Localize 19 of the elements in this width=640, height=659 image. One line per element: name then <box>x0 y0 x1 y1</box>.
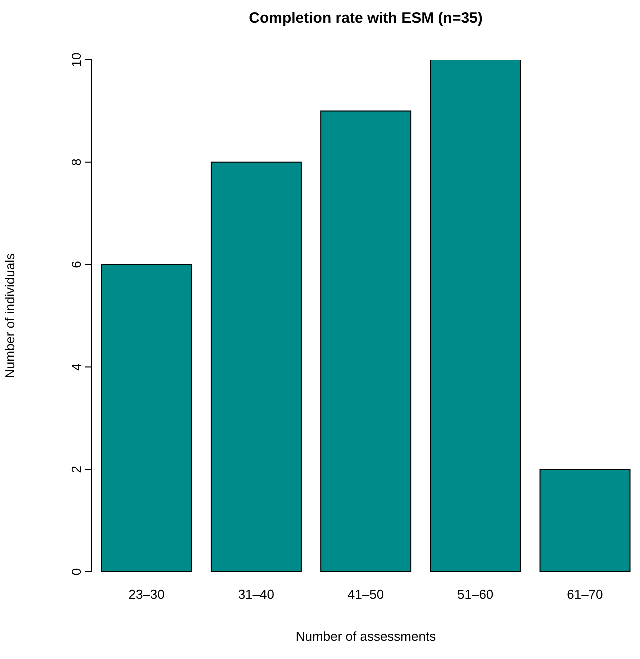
x-tick-label: 61–70 <box>567 587 604 602</box>
y-tick-label: 2 <box>69 466 84 474</box>
x-tick-label: 51–60 <box>458 587 494 602</box>
x-axis-title: Number of assessments <box>296 629 437 644</box>
y-tick-label: 8 <box>69 158 84 166</box>
bar <box>430 60 522 572</box>
y-tick-label: 10 <box>69 52 84 68</box>
y-tick-label: 0 <box>69 568 84 576</box>
bar <box>101 264 192 572</box>
y-axis-title: Number of individuals <box>2 253 18 379</box>
y-tick-label: 4 <box>69 364 84 371</box>
chart-title: Completion rate with ESM (n=35) <box>248 10 484 27</box>
bar <box>320 110 412 572</box>
x-tick-label: 31–40 <box>238 587 274 602</box>
x-tick-label: 23–30 <box>128 587 165 602</box>
bar <box>210 162 302 572</box>
y-tick-label: 6 <box>69 261 84 268</box>
x-tick-label: 41–50 <box>348 587 384 602</box>
bar <box>540 469 631 572</box>
